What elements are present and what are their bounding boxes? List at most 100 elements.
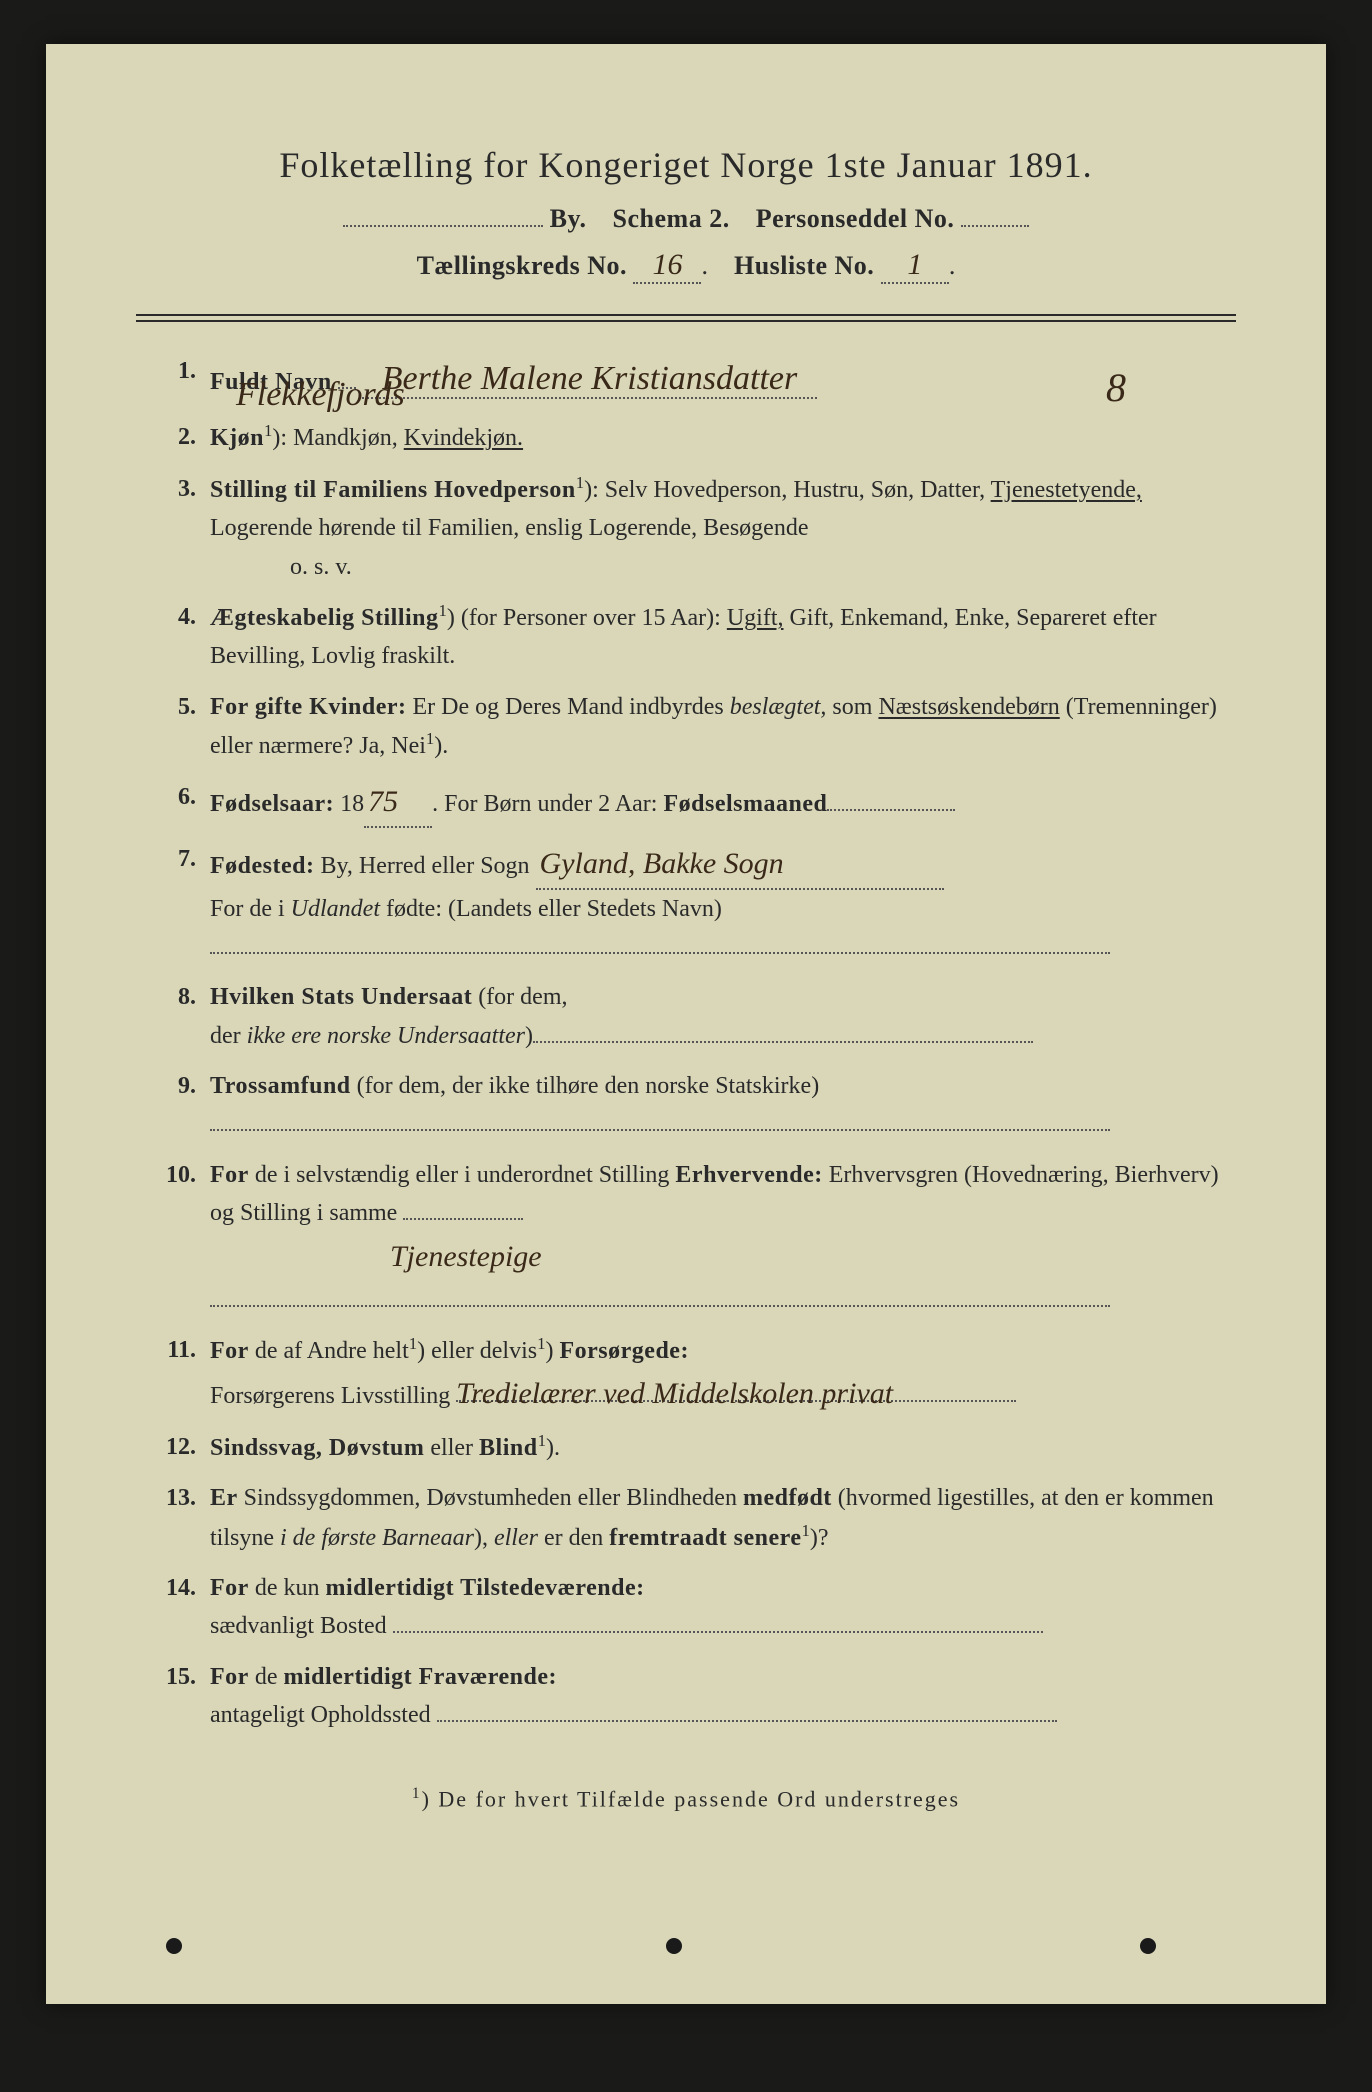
text: sædvanligt Bosted (210, 1613, 387, 1639)
entry-content: Fødselsaar: 1875. For Børn under 2 Aar: … (210, 778, 1236, 828)
entry-num: 14. (146, 1569, 210, 1646)
birthplace-hand: Gyland, Bakke Sogn (536, 840, 944, 890)
text: ): Mandkjøn, (272, 425, 403, 451)
text: )? (810, 1525, 829, 1551)
entry-num: 7. (146, 840, 210, 967)
label3: fremtraadt senere (609, 1525, 801, 1551)
text: For de i (210, 896, 291, 922)
kreds-label: Tællingskreds No. (417, 251, 627, 280)
underlined: Ugift, (727, 605, 784, 631)
label2: midlertidigt Tilstedeværende: (325, 1575, 644, 1601)
label: Ægteskabelig Stilling (210, 605, 439, 631)
entry-num: 6. (146, 778, 210, 828)
text: (for dem, (472, 984, 567, 1010)
text: der (210, 1023, 247, 1049)
entry-content: For gifte Kvinder: Er De og Deres Mand i… (210, 688, 1236, 766)
entry-12: 12. Sindssvag, Døvstum eller Blind1). (146, 1428, 1236, 1467)
entry-5: 5. For gifte Kvinder: Er De og Deres Man… (146, 688, 1236, 766)
entry-num: 8. (146, 978, 210, 1055)
census-form-page: Folketælling for Kongeriget Norge 1ste J… (46, 44, 1326, 2004)
label: For gifte Kvinder: (210, 694, 407, 720)
husliste-no: 1 (907, 248, 922, 281)
text: de i selvstændig eller i underordnet Sti… (249, 1162, 676, 1188)
text: By, Herred eller Sogn (314, 853, 529, 879)
sup: 1 (801, 1521, 809, 1540)
kreds-no: 16 (652, 248, 682, 281)
entry-num: 11. (146, 1331, 210, 1416)
entry-3: 3. Stilling til Familiens Hovedperson1):… (146, 470, 1236, 586)
form-entries: 1. Fuldt Navn Berthe Malene Kristiansdat… (136, 352, 1236, 1735)
city-handwritten: Flekkefjords (236, 376, 405, 414)
text: ) (for Personer over 15 Aar): (447, 605, 727, 631)
label2: Blind (479, 1435, 538, 1461)
text: ) eller delvis (417, 1338, 537, 1364)
entry-content: For de af Andre helt1) eller delvis1) Fo… (210, 1331, 1236, 1416)
entry-14: 14. For de kun midlertidigt Tilstedevære… (146, 1569, 1236, 1646)
sup: 1 (439, 601, 447, 620)
text: Sindssygdommen, Døvstumheden eller Blind… (238, 1485, 743, 1511)
text: Er De og Deres Mand indbyrdes (407, 694, 730, 720)
entry-content: Er Sindssygdommen, Døvstumheden eller Bl… (210, 1479, 1236, 1557)
city-blank (343, 225, 543, 227)
under: Næstsøskendebørn (878, 694, 1059, 720)
entry-num: 9. (146, 1067, 210, 1144)
text: er den (538, 1525, 609, 1551)
text: ). (434, 733, 448, 759)
text: fødte: (Landets eller Stedets Navn) (380, 896, 722, 922)
label: For (210, 1338, 249, 1364)
text: (for dem, der ikke tilhøre den norske St… (351, 1073, 820, 1099)
entry-content: For de kun midlertidigt Tilstedeværende:… (210, 1569, 1236, 1646)
schema-label: Schema 2. (613, 204, 730, 233)
label2: medfødt (743, 1485, 832, 1511)
entry-10: 10. For de i selvstændig eller i underor… (146, 1156, 1236, 1319)
entry-content: For de i selvstændig eller i underordnet… (210, 1156, 1236, 1319)
pinhole-icon (666, 1938, 682, 1954)
text: Logerende hørende til Familien, enslig L… (210, 515, 808, 541)
entry-content: Stilling til Familiens Hovedperson1): Se… (210, 470, 1236, 586)
entry-6: 6. Fødselsaar: 1875. For Børn under 2 Aa… (146, 778, 1236, 828)
entry-7: 7. Fødested: By, Herred eller Sogn Gylan… (146, 840, 1236, 967)
entry-num: 10. (146, 1156, 210, 1319)
text: eller (424, 1435, 479, 1461)
text: som (826, 694, 878, 720)
subtitle-line-1: Flekkefjords By. Schema 2. Personseddel … (136, 204, 1236, 234)
husliste-label: Husliste No. (734, 251, 874, 280)
person-no-value: 8 (1106, 364, 1126, 411)
label2: midlertidigt Fraværende: (283, 1664, 557, 1690)
text: ) (525, 1023, 533, 1049)
underlined: Kvindekjøn. (404, 425, 523, 451)
entry-11: 11. For de af Andre helt1) eller delvis1… (146, 1331, 1236, 1416)
entry-content: For de midlertidigt Fraværende: antageli… (210, 1658, 1236, 1735)
text: ), (474, 1525, 494, 1551)
text: Forsørgerens Livsstilling (210, 1383, 450, 1409)
label: For (210, 1575, 249, 1601)
forsorger-hand: Tredielærer ved Middelskolen privat (456, 1370, 1016, 1402)
label: Er (210, 1485, 238, 1511)
entry-9: 9. Trossamfund (for dem, der ikke tilhør… (146, 1067, 1236, 1144)
by-label: By. (550, 204, 587, 233)
pinhole-icon (1140, 1938, 1156, 1954)
label: Fødselsaar: (210, 791, 334, 817)
entry-content: Hvilken Stats Undersaat (for dem, der ik… (210, 978, 1236, 1055)
label: Trossamfund (210, 1073, 351, 1099)
form-header: Folketælling for Kongeriget Norge 1ste J… (136, 144, 1236, 284)
entry-2: 2. Kjøn1): Mandkjøn, Kvindekjøn. (146, 418, 1236, 457)
ital: beslægtet, (730, 694, 827, 720)
entry-num: 1. (146, 352, 210, 406)
entry-4: 4. Ægteskabelig Stilling1) (for Personer… (146, 598, 1236, 676)
entry-num: 12. (146, 1428, 210, 1467)
label2: Erhvervende: (675, 1162, 822, 1188)
occupation-hand: Tjenestepige (210, 1240, 542, 1273)
entry-num: 4. (146, 598, 210, 676)
footnote-text: ) De for hvert Tilfælde passende Ord und… (422, 1786, 961, 1811)
sup: 1 (409, 1334, 417, 1353)
sup: 1 (576, 473, 584, 492)
entry-content: Sindssvag, Døvstum eller Blind1). (210, 1428, 1236, 1467)
label: Stilling til Familiens Hovedperson (210, 477, 576, 503)
person-label: Personseddel No. (756, 204, 955, 233)
entry-num: 15. (146, 1658, 210, 1735)
sup: 1 (538, 1431, 546, 1450)
label: Fødested: (210, 853, 314, 879)
person-no-blank (961, 225, 1029, 227)
subtitle-line-2: Tællingskreds No. 16. Husliste No. 1. (136, 248, 1236, 284)
